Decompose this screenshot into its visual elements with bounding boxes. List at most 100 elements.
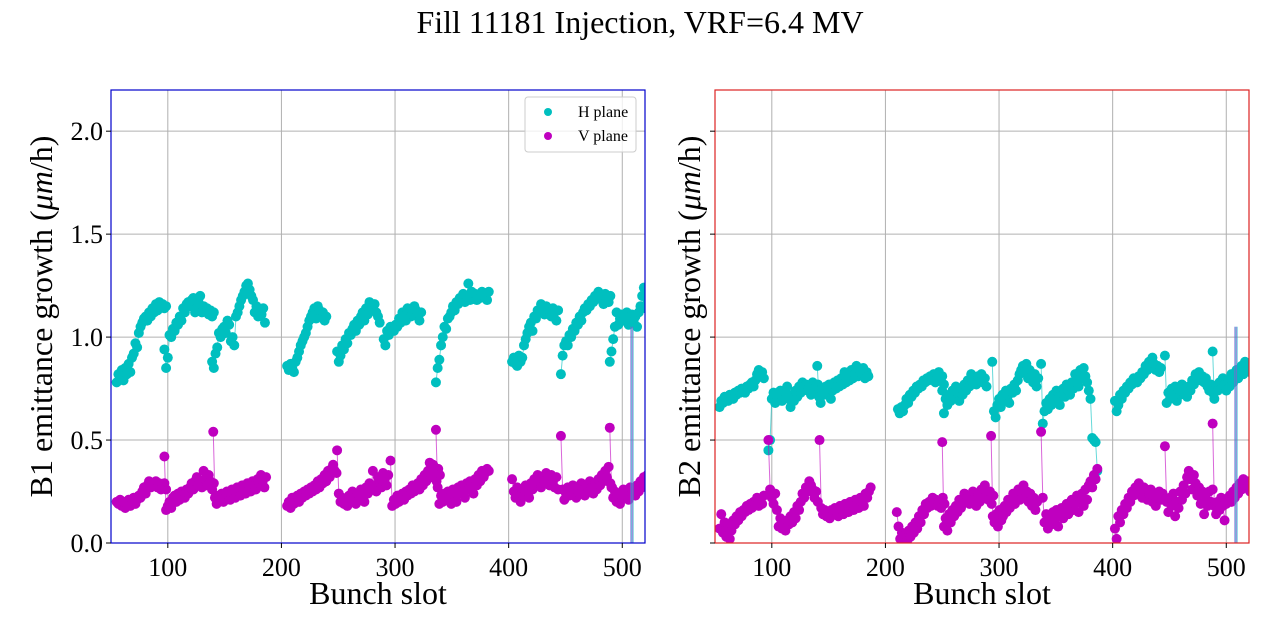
data-point [1246,361,1249,371]
data-point [771,505,782,516]
data-point [381,480,392,491]
data-point [258,303,269,314]
data-point [483,286,494,297]
data-point [1248,359,1249,364]
x-tick-label: 400 [1093,553,1132,582]
x-tick-label: 500 [603,553,642,582]
data-point [1250,363,1260,373]
legend-label: V plane [578,128,628,145]
y-axis-label: B1 emittance growth (μm/h) [23,136,59,498]
data-point [937,371,948,382]
data-point [987,356,998,367]
data-point [483,465,494,476]
data-point [656,287,666,297]
data-point [938,408,949,419]
data-point [863,371,874,382]
data-point [1085,393,1096,404]
data-point [555,369,566,380]
data-point [1111,533,1122,543]
data-point [814,435,825,446]
data-point [654,293,664,303]
data-point [1248,487,1249,492]
data-point [1257,357,1267,367]
series-v-plane [715,418,1269,543]
x-tick-label: 100 [752,553,791,582]
legend-marker [544,108,552,116]
data-point [1073,381,1084,392]
data-point [1259,478,1269,488]
data-point [161,484,172,495]
data-point [658,472,668,482]
y-tick-label: 1.0 [71,323,104,352]
data-point [551,472,562,483]
data-point [825,393,836,404]
artefact-lines [1234,326,1238,543]
y-tick-label: 0.0 [71,529,104,558]
data-point [1219,515,1230,526]
data-point [812,360,823,371]
legend-marker [544,132,552,140]
data-point [1157,488,1168,499]
plot-panel-b1: 100 200 300 400 500 0.0 0.5 1.0 1.5 2.0 Bunch slot… [23,89,668,611]
data-point [342,338,353,349]
x-tick-label: 200 [866,553,905,582]
data-point [724,533,735,543]
x-tick-label: 100 [148,553,187,582]
data-point [858,500,869,511]
x-tick-label: 400 [489,553,528,582]
data-point [1173,502,1184,513]
data-point [1033,373,1044,384]
data-point [576,315,587,326]
data-point [1054,400,1065,411]
data-point [176,315,187,326]
data-point [1092,463,1103,474]
data-point [1031,381,1042,392]
data-point [865,482,876,493]
data-point [1087,482,1098,493]
data-point [637,290,645,301]
data-point [1250,474,1260,484]
data-point [416,307,427,318]
x-tick-label: 300 [376,553,415,582]
legend-box [524,96,637,153]
data-point [224,319,235,330]
data-point [159,451,170,462]
data-point [937,437,948,448]
data-point [770,488,781,499]
data-point [658,301,668,311]
plot-frame [714,89,1250,544]
data-point [1090,437,1101,448]
data-point [1245,486,1249,497]
data-point [195,290,206,301]
data-layer [111,278,668,543]
data-point [1170,511,1181,522]
data-point [811,486,822,497]
data-point [651,468,661,478]
data-point [227,332,238,343]
data-point [507,474,518,485]
data-point [815,397,826,408]
data-point [436,340,447,351]
data-point [604,422,615,433]
data-point [608,334,619,345]
data-point [451,496,462,507]
y-tick-label: 1.5 [71,220,104,249]
data-point [1207,418,1218,429]
y-axis-label: B2 emittance growth (μm/h) [671,136,707,498]
x-axis-label: Bunch slot [309,575,447,611]
data-point [482,295,493,306]
data-point [212,342,223,353]
data-point [161,362,172,373]
data-point [652,291,662,301]
data-point [385,455,396,466]
legend-label: H plane [578,104,628,121]
y-axis-label-unit: μm [23,171,59,211]
data-point [1255,365,1265,375]
data-point [1004,397,1015,408]
y-tick-label: 0.5 [71,426,104,455]
data-point [605,290,616,301]
data-point [125,367,136,378]
data-point [758,490,769,501]
data-point [562,340,573,351]
